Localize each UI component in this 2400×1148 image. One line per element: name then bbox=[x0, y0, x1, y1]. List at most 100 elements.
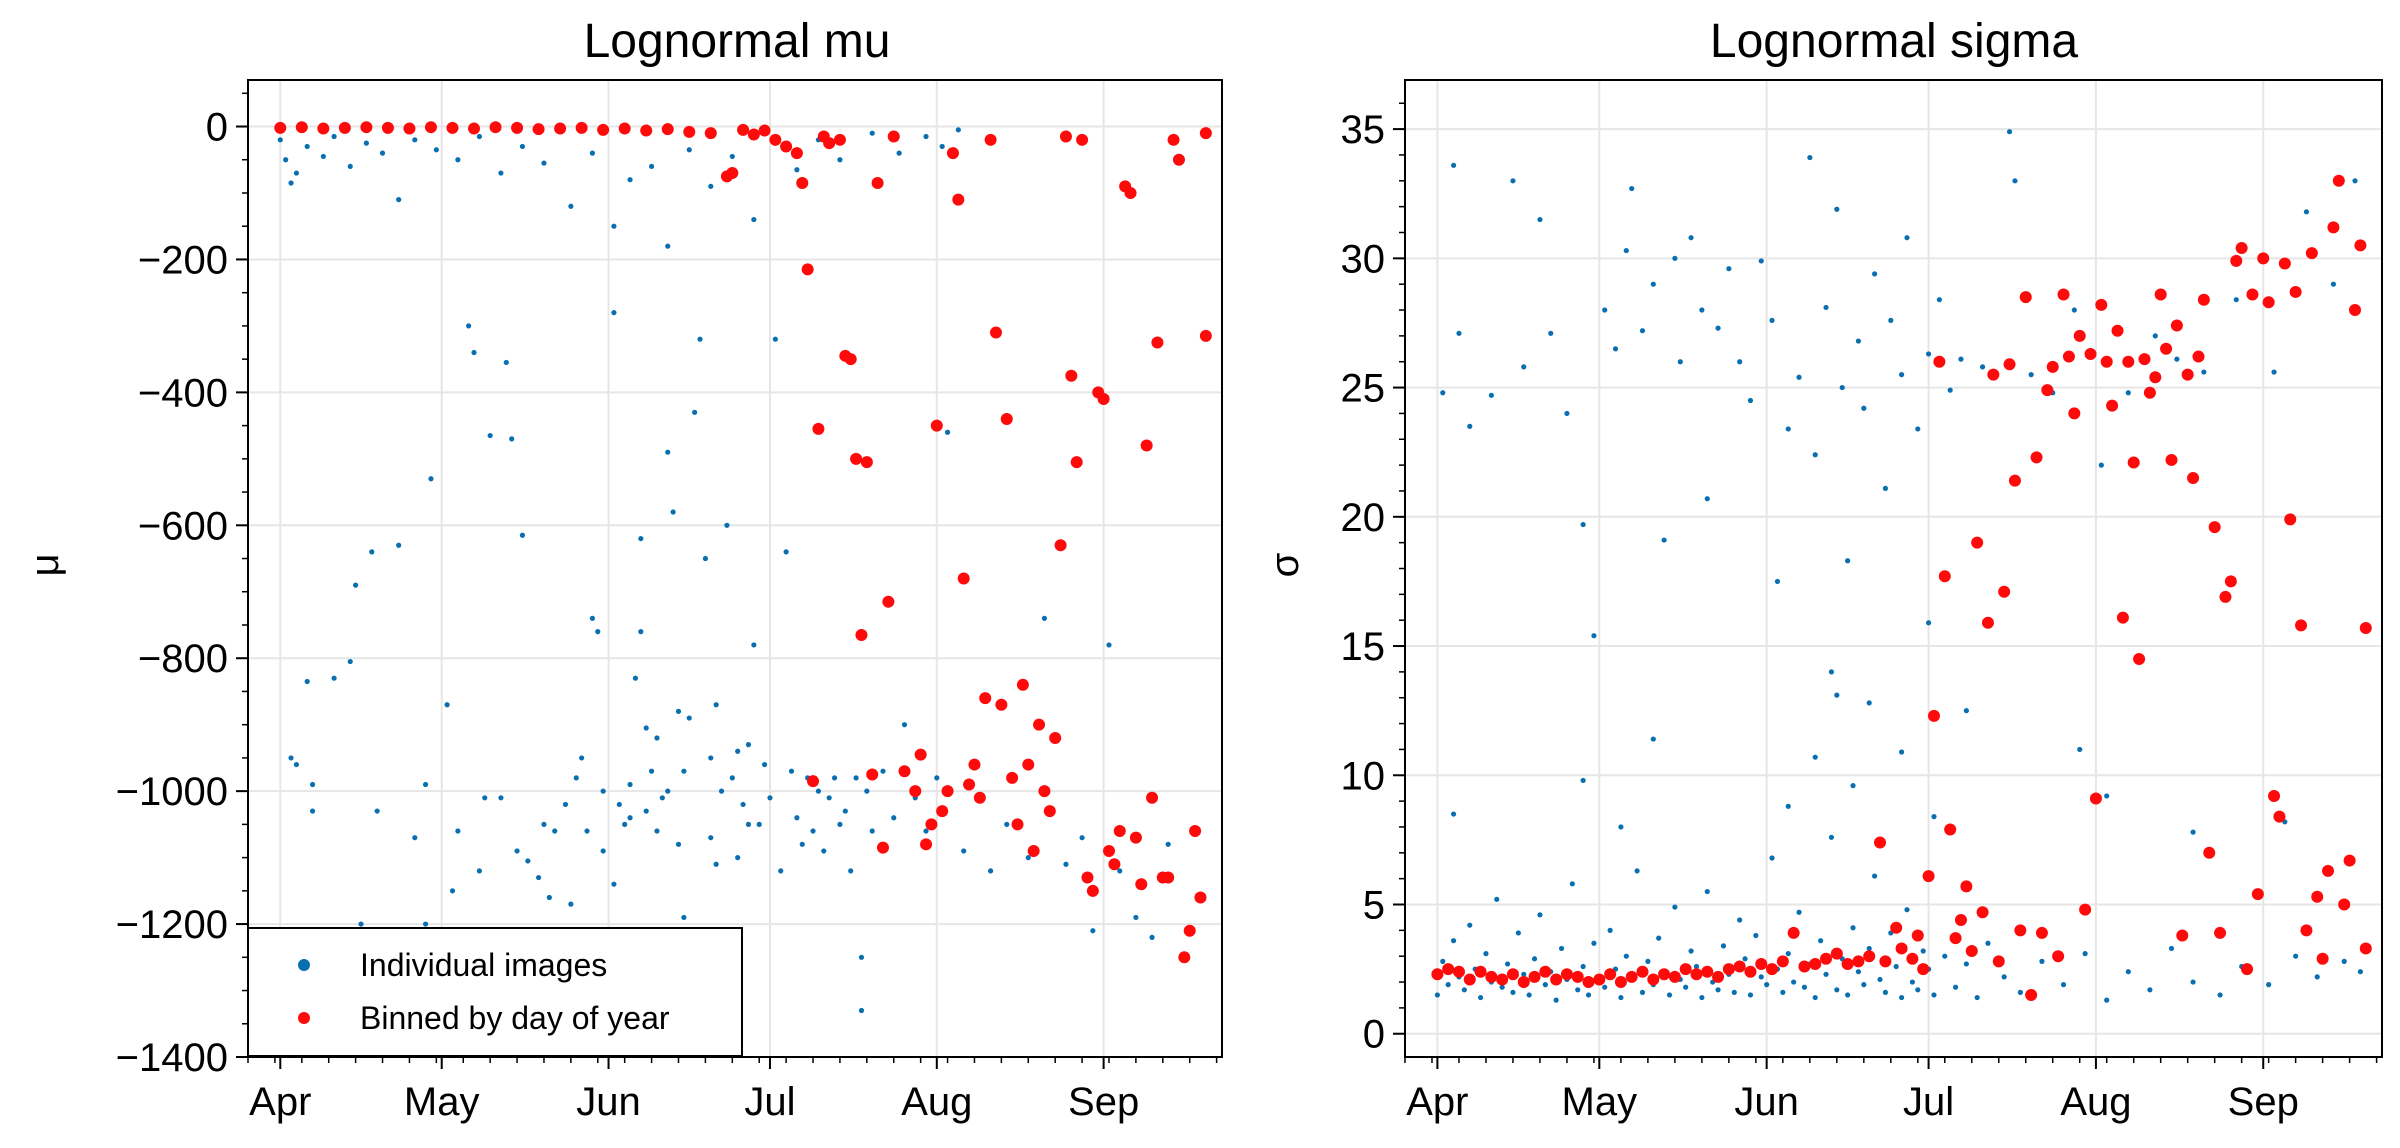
x-ticks-sigma: Apr May Jun Jul Aug Sep bbox=[1404, 1057, 2378, 1124]
data-point-binned bbox=[2300, 924, 2313, 937]
data-point-binned bbox=[2181, 368, 2194, 381]
data-point-binned bbox=[1151, 336, 1164, 349]
data-point-individual bbox=[611, 310, 617, 316]
data-point-individual bbox=[1796, 909, 1802, 915]
data-point-binned bbox=[1183, 924, 1196, 937]
data-point-binned bbox=[1636, 965, 1649, 978]
data-point-individual bbox=[1915, 426, 1921, 432]
data-point-individual bbox=[638, 535, 644, 542]
x-tick-label: Jun bbox=[576, 1080, 641, 1124]
data-point-binned bbox=[2295, 619, 2308, 632]
data-point-individual bbox=[724, 522, 730, 528]
data-point-individual bbox=[821, 848, 827, 854]
x-tick-label: Apr bbox=[249, 1080, 311, 1124]
data-point-individual bbox=[1866, 945, 1872, 952]
y-tick-label: 30 bbox=[1341, 237, 1386, 281]
data-point-binned bbox=[1987, 368, 2000, 381]
data-point-binned bbox=[1022, 758, 1035, 771]
data-point-binned bbox=[1506, 968, 1519, 981]
data-point-individual bbox=[686, 147, 692, 153]
data-point-individual bbox=[686, 715, 692, 721]
data-point-individual bbox=[708, 183, 714, 189]
data-point-binned bbox=[2127, 456, 2140, 469]
data-point-individual bbox=[1575, 987, 1581, 993]
data-point-individual bbox=[1650, 736, 1656, 742]
data-point-binned bbox=[887, 130, 900, 143]
data-point-binned bbox=[2262, 296, 2275, 309]
data-point-binned bbox=[2084, 347, 2097, 360]
data-point-individual bbox=[2077, 746, 2083, 753]
data-point-binned bbox=[532, 123, 545, 136]
data-point-individual bbox=[428, 476, 434, 482]
data-point-individual bbox=[659, 795, 665, 801]
grid-sigma bbox=[1405, 80, 2382, 1057]
data-point-individual bbox=[1004, 821, 1010, 827]
data-point-individual bbox=[1521, 971, 1527, 977]
legend-label-binned: Binned by day of year bbox=[360, 1000, 670, 1036]
data-point-binned bbox=[2322, 864, 2335, 877]
data-point-binned bbox=[1820, 952, 1833, 965]
data-point-binned bbox=[968, 758, 981, 771]
data-point-binned bbox=[2057, 288, 2070, 301]
data-point-binned bbox=[1960, 880, 1973, 893]
data-point-individual bbox=[1666, 992, 1673, 998]
data-point-individual bbox=[1898, 372, 1905, 378]
data-point-binned bbox=[683, 125, 696, 138]
data-point-individual bbox=[1149, 934, 1155, 940]
data-point-individual bbox=[1558, 945, 1565, 952]
data-point-individual bbox=[1440, 390, 1446, 396]
data-point-individual bbox=[826, 795, 832, 801]
data-point-binned bbox=[360, 121, 373, 134]
data-point-individual bbox=[1845, 558, 1851, 564]
data-point-individual bbox=[1440, 958, 1446, 964]
data-point-binned bbox=[984, 133, 997, 146]
data-point-individual bbox=[562, 801, 569, 808]
data-point-individual bbox=[810, 828, 816, 834]
data-point-binned bbox=[758, 124, 771, 137]
data-point-individual bbox=[1090, 928, 1096, 934]
data-point-individual bbox=[1553, 997, 1559, 1003]
data-point-individual bbox=[2330, 281, 2337, 287]
x-tick-label: Apr bbox=[1406, 1080, 1468, 1124]
data-point-individual bbox=[745, 742, 752, 748]
data-point-individual bbox=[1693, 963, 1700, 970]
data-point-individual bbox=[471, 349, 477, 356]
data-point-individual bbox=[503, 359, 509, 366]
data-point-individual bbox=[1882, 989, 1889, 995]
data-point-binned bbox=[1679, 963, 1692, 976]
data-point-individual bbox=[1920, 948, 1926, 954]
data-point-individual bbox=[1715, 325, 1721, 331]
data-point-binned bbox=[1992, 955, 2005, 968]
data-point-binned bbox=[2278, 257, 2291, 270]
data-point-individual bbox=[632, 675, 639, 681]
data-point-binned bbox=[2068, 407, 2081, 420]
data-point-individual bbox=[2006, 129, 2013, 135]
data-point-individual bbox=[1888, 317, 1894, 323]
data-point-binned bbox=[2143, 386, 2156, 399]
data-point-binned bbox=[930, 419, 943, 432]
data-point-individual bbox=[1537, 216, 1543, 223]
data-point-individual bbox=[498, 170, 504, 176]
data-point-binned bbox=[2170, 319, 2183, 332]
x-tick-label: Sep bbox=[2228, 1080, 2299, 1124]
data-point-individual bbox=[1915, 987, 1921, 993]
data-point-individual bbox=[1845, 992, 1851, 998]
data-point-binned bbox=[1059, 130, 1072, 143]
data-point-binned bbox=[1787, 926, 1800, 939]
data-point-binned bbox=[2354, 239, 2367, 252]
data-point-individual bbox=[1041, 615, 1048, 621]
data-point-individual bbox=[702, 555, 709, 562]
data-point-binned bbox=[1809, 957, 1822, 970]
data-point-individual bbox=[1925, 620, 1932, 626]
data-point-binned bbox=[2133, 652, 2146, 665]
data-point-binned bbox=[1011, 818, 1024, 831]
data-point-binned bbox=[2219, 590, 2232, 603]
data-point-individual bbox=[2147, 987, 2153, 993]
data-point-binned bbox=[2062, 350, 2075, 363]
y-tick-label: 15 bbox=[1341, 625, 1386, 669]
data-point-individual bbox=[347, 658, 353, 665]
data-point-binned bbox=[941, 785, 954, 798]
data-point-individual bbox=[1672, 904, 1678, 910]
chart-panel-sigma: Lognormal sigma σ Apr May Jun Jul Aug Sep 0 5 1… bbox=[1263, 15, 2383, 1124]
data-point-individual bbox=[1672, 255, 1678, 261]
